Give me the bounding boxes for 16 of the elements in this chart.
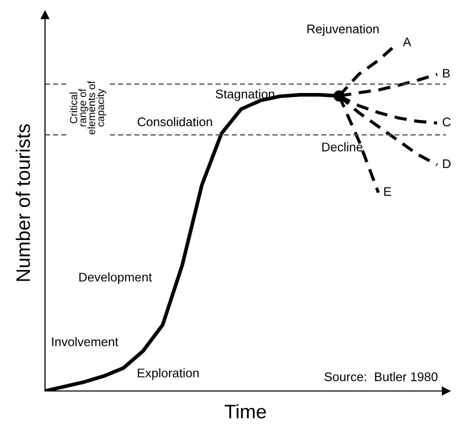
series-label: E	[384, 187, 392, 196]
text: Rejuvenation	[307, 24, 379, 36]
series-label: B	[443, 68, 450, 78]
annotation: Critical range of elements of capacity	[70, 80, 106, 134]
annotation: Exploration	[138, 368, 199, 380]
series-label: A	[402, 38, 412, 46]
annotation: Source: Butler 1980	[324, 372, 438, 382]
annotation: Involvement	[52, 337, 118, 346]
series-label: C	[442, 118, 451, 126]
annotation: Development	[79, 272, 152, 284]
annotation: Consolidation	[138, 117, 212, 126]
series-label: D	[443, 159, 451, 168]
x-axis-title: Time	[224, 404, 266, 418]
annotation: Decline	[322, 142, 362, 152]
annotation: Stagnation	[216, 89, 274, 101]
y-axis-title: Number of tourists	[16, 124, 30, 281]
